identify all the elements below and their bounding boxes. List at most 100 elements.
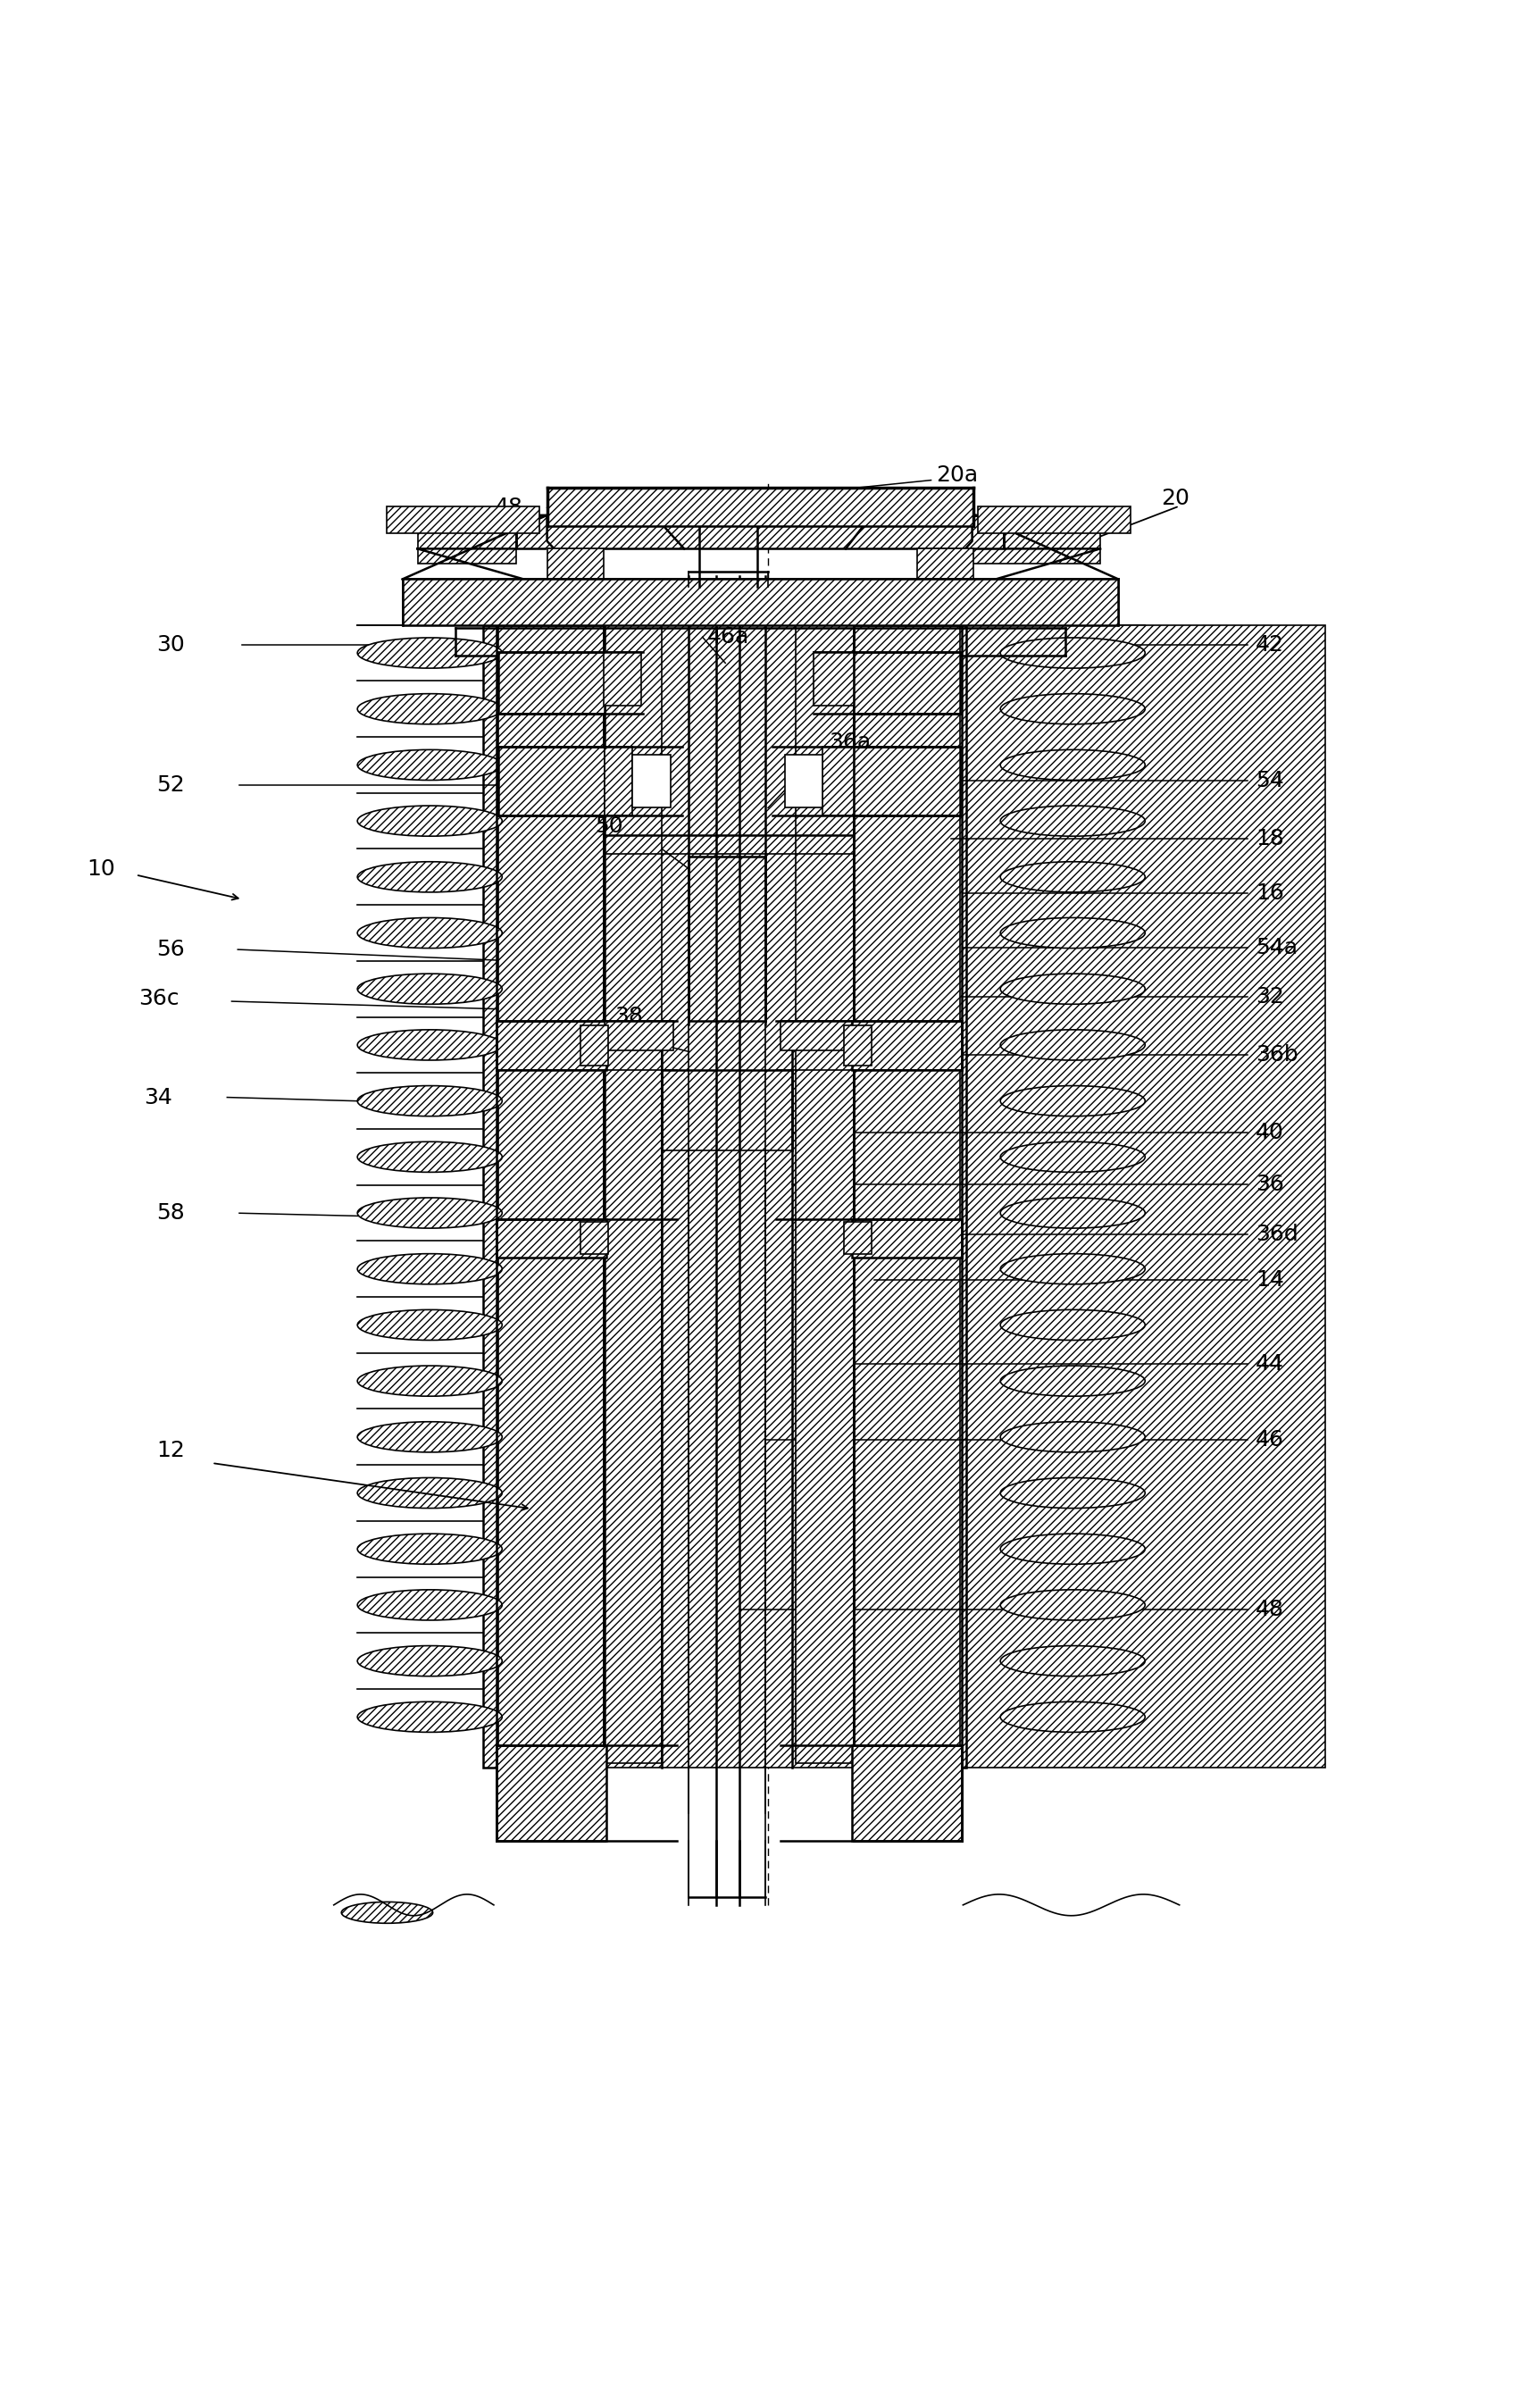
Bar [852,1746,962,1842]
Bar [780,1021,852,1050]
Ellipse shape [358,1365,502,1397]
Text: 36: 36 [1255,1173,1284,1194]
Polygon shape [917,515,1100,602]
Bar [516,515,1005,549]
Ellipse shape [358,1255,502,1283]
Bar [581,1026,608,1064]
Bar [854,624,960,1763]
Ellipse shape [1000,638,1146,667]
Text: 32: 32 [1255,985,1284,1007]
Ellipse shape [1000,694,1146,725]
Ellipse shape [358,1589,502,1621]
Ellipse shape [1000,1255,1146,1283]
Bar [581,1223,608,1255]
Text: 54: 54 [1255,771,1284,792]
Text: 36a: 36a [829,732,871,754]
Text: 20: 20 [1161,489,1189,508]
Bar [498,653,605,713]
Ellipse shape [1000,749,1146,780]
Text: 50: 50 [594,816,624,838]
Text: 12: 12 [157,1440,184,1462]
Text: 48: 48 [495,496,524,518]
Ellipse shape [358,1534,502,1565]
Text: 20a: 20a [935,465,978,486]
Ellipse shape [1000,1141,1146,1173]
Ellipse shape [1000,1421,1146,1452]
Ellipse shape [1000,1479,1146,1507]
Polygon shape [418,515,604,602]
Ellipse shape [358,1645,502,1676]
Bar [605,1021,674,1050]
Text: 36c: 36c [138,987,178,1009]
Bar [402,580,1118,626]
Bar [814,653,854,706]
Ellipse shape [1000,1645,1146,1676]
Text: 30: 30 [157,633,184,655]
Text: 38: 38 [614,1007,644,1028]
Bar [633,754,671,807]
Bar [966,515,1100,563]
Bar [604,624,662,1763]
Text: 52: 52 [157,775,184,795]
Ellipse shape [358,1086,502,1117]
Bar [823,746,854,816]
Ellipse shape [358,1141,502,1173]
Text: 36b: 36b [1255,1045,1298,1064]
Text: 18: 18 [1255,828,1284,850]
Ellipse shape [358,973,502,1004]
Bar [547,489,974,525]
Bar [604,653,642,706]
Ellipse shape [1000,1310,1146,1341]
Ellipse shape [358,694,502,725]
Text: 10: 10 [86,857,115,879]
Ellipse shape [358,1310,502,1341]
Bar [785,754,823,807]
Ellipse shape [1000,1365,1146,1397]
Ellipse shape [1000,1197,1146,1228]
Ellipse shape [358,862,502,893]
Text: 54a: 54a [1255,937,1298,958]
Bar [547,549,604,626]
Bar [496,1218,607,1257]
Ellipse shape [1000,862,1146,893]
Ellipse shape [358,917,502,949]
Bar [852,1021,962,1069]
Ellipse shape [1000,1086,1146,1117]
Text: 34: 34 [144,1086,172,1108]
Text: 58: 58 [157,1202,184,1223]
Ellipse shape [1000,973,1146,1004]
Ellipse shape [358,1421,502,1452]
Bar [917,549,974,626]
Polygon shape [547,549,604,626]
Ellipse shape [358,1702,502,1731]
Bar [604,626,1326,1767]
Bar [496,1746,607,1842]
Bar [854,653,960,713]
Bar [854,746,960,816]
Bar [978,506,1130,535]
Text: 46a: 46a [707,626,750,648]
Text: 42: 42 [1255,633,1284,655]
Text: 16: 16 [1255,881,1284,903]
Text: 36d: 36d [1255,1223,1298,1245]
Ellipse shape [358,638,502,667]
Text: 40: 40 [1255,1122,1284,1144]
Ellipse shape [358,1479,502,1507]
Ellipse shape [1000,917,1146,949]
Ellipse shape [1000,1534,1146,1565]
Ellipse shape [358,1197,502,1228]
Ellipse shape [358,807,502,836]
Text: 44: 44 [1255,1353,1284,1375]
Bar [605,746,633,816]
Bar [845,1026,871,1064]
Bar [498,624,605,1763]
Bar [496,1021,607,1069]
Ellipse shape [1000,1702,1146,1731]
Bar [387,506,539,535]
Text: 14: 14 [1255,1269,1284,1291]
Ellipse shape [358,1031,502,1060]
Bar [854,626,966,1767]
Bar [852,1218,962,1257]
Ellipse shape [341,1902,433,1924]
Bar [418,515,516,563]
